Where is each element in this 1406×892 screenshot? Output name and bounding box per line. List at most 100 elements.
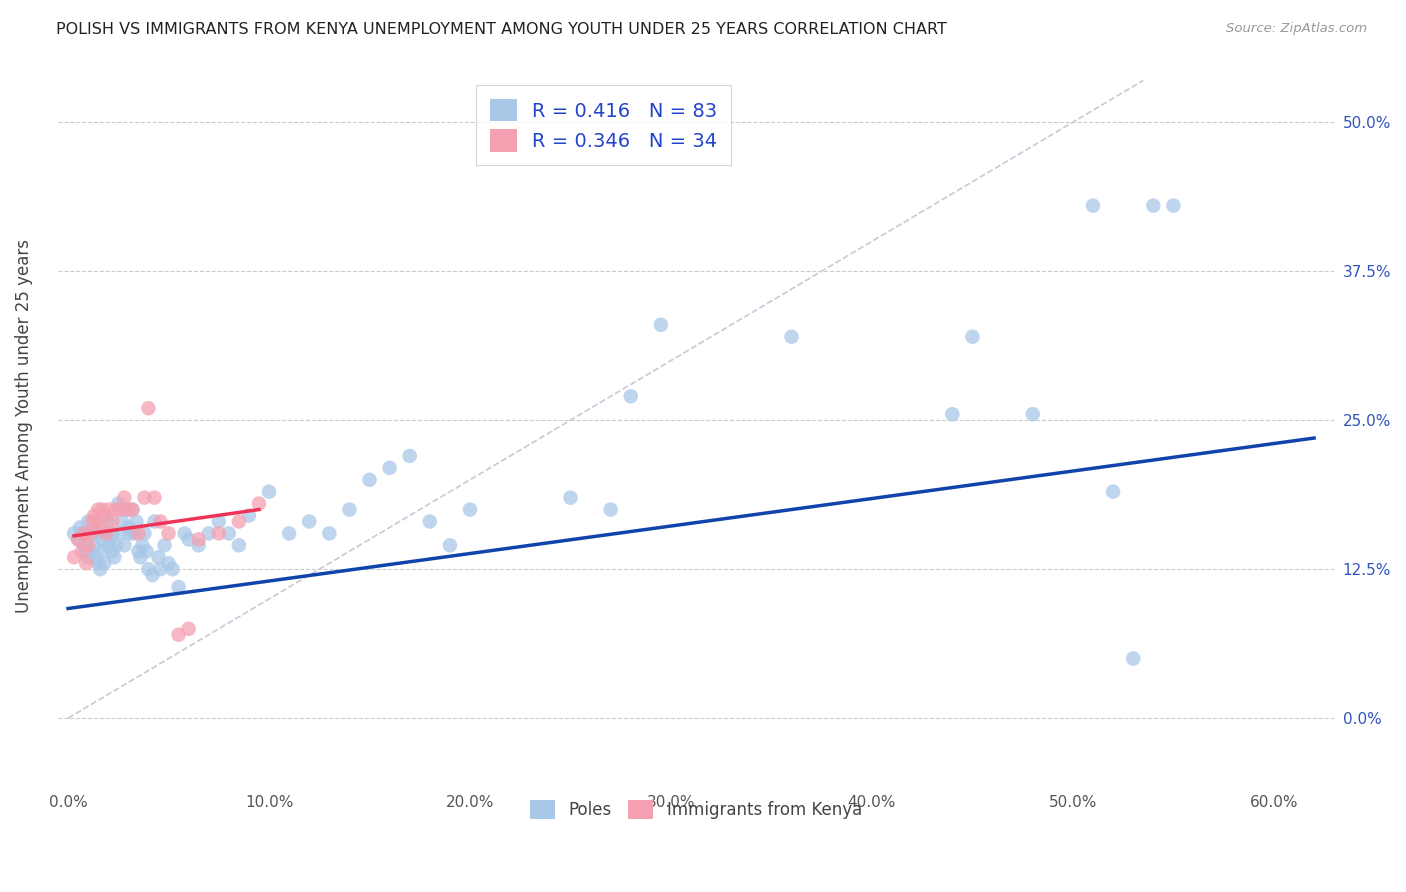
Point [398, 449, 420, 463]
Point [125, 515, 148, 529]
Point [115, 502, 138, 516]
Point [75, 544, 97, 558]
Point [121, 502, 143, 516]
Text: Source: ZipAtlas.com: Source: ZipAtlas.com [1226, 22, 1367, 36]
Point [1163, 198, 1185, 212]
Point [77, 550, 100, 565]
Point [143, 515, 166, 529]
Point [63, 550, 86, 565]
Point [96, 526, 118, 541]
Point [162, 562, 184, 576]
Point [153, 538, 176, 552]
Point [177, 533, 200, 547]
Point [75, 556, 97, 570]
Point [1081, 198, 1104, 212]
Point [97, 538, 120, 552]
Point [98, 533, 121, 547]
Point [79, 544, 101, 558]
Point [77, 538, 100, 552]
Text: POLISH VS IMMIGRANTS FROM KENYA UNEMPLOYMENT AMONG YOUTH UNDER 25 YEARS CORRELAT: POLISH VS IMMIGRANTS FROM KENYA UNEMPLOY… [56, 22, 948, 37]
Point [112, 491, 135, 505]
Point [129, 550, 152, 565]
Point [121, 502, 143, 516]
Point [187, 533, 209, 547]
Point [257, 484, 280, 499]
Point [458, 502, 481, 516]
Point [419, 515, 441, 529]
Point [173, 526, 195, 541]
Point [73, 526, 96, 541]
Point [1022, 407, 1045, 421]
Point [69, 520, 91, 534]
Point [70, 526, 93, 541]
Point [962, 329, 984, 343]
Point [359, 473, 381, 487]
Point [177, 622, 200, 636]
Point [70, 544, 93, 558]
Point [157, 526, 180, 541]
Point [149, 515, 172, 529]
Point [79, 526, 101, 541]
Point [77, 515, 100, 529]
Point [93, 556, 115, 570]
Point [117, 520, 139, 534]
Point [238, 508, 260, 523]
Point [620, 389, 643, 403]
Point [141, 568, 163, 582]
Point [378, 460, 401, 475]
Point [107, 497, 129, 511]
Point [103, 550, 125, 565]
Point [110, 502, 132, 516]
Point [91, 544, 114, 558]
Point [111, 515, 134, 529]
Point [208, 526, 231, 541]
Point [96, 526, 118, 541]
Point [157, 556, 180, 570]
Point [339, 502, 361, 516]
Point [105, 538, 128, 552]
Point [101, 526, 124, 541]
Point [131, 538, 153, 552]
Point [439, 538, 461, 552]
Point [941, 407, 963, 421]
Point [228, 538, 250, 552]
Point [138, 562, 160, 576]
Point [117, 502, 139, 516]
Point [560, 491, 582, 505]
Point [91, 533, 114, 547]
Point [120, 526, 142, 541]
Point [1142, 198, 1164, 212]
Point [149, 562, 172, 576]
Point [83, 508, 105, 523]
Point [208, 515, 231, 529]
Point [599, 502, 621, 516]
Point [101, 544, 124, 558]
Point [101, 515, 124, 529]
Point [218, 526, 240, 541]
Point [105, 502, 128, 516]
Point [228, 515, 250, 529]
Point [138, 401, 160, 416]
Point [87, 502, 110, 516]
Point [127, 544, 149, 558]
Point [318, 526, 340, 541]
Point [1122, 651, 1144, 665]
Point [167, 580, 190, 594]
Point [73, 538, 96, 552]
Point [135, 544, 157, 558]
Point [124, 526, 146, 541]
Point [87, 556, 110, 570]
Point [1102, 484, 1125, 499]
Point [134, 526, 156, 541]
Point [82, 515, 104, 529]
Point [82, 526, 104, 541]
Point [89, 562, 111, 576]
Point [63, 526, 86, 541]
Point [84, 515, 107, 529]
Point [67, 533, 90, 547]
Point [143, 491, 166, 505]
Point [89, 520, 111, 534]
Point [67, 533, 90, 547]
Legend: Poles, Immigrants from Kenya: Poles, Immigrants from Kenya [523, 793, 869, 825]
Point [112, 538, 135, 552]
